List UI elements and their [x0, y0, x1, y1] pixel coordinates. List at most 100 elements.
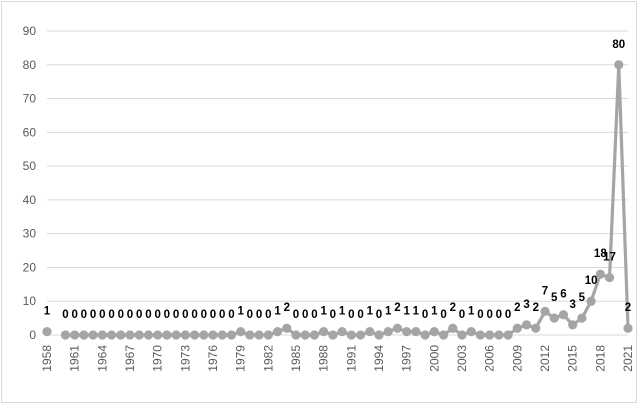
data-label: 0: [376, 309, 382, 321]
data-label: 1: [413, 306, 420, 318]
data-label: 10: [585, 275, 598, 287]
data-point: [300, 330, 310, 340]
data-label: 0: [459, 309, 465, 321]
data-point: [189, 330, 200, 340]
data-label: 0: [496, 309, 502, 321]
series-points: [42, 60, 633, 340]
data-label: 2: [450, 302, 456, 314]
data-label: 2: [625, 302, 631, 314]
x-tick-label: 1988: [317, 345, 331, 372]
data-point: [217, 330, 227, 340]
data-label: 1: [339, 306, 346, 318]
data-label: 2: [514, 302, 520, 314]
data-point: [457, 330, 467, 340]
data-label: 0: [302, 309, 308, 321]
x-tick-label: 2003: [455, 345, 469, 372]
data-label: 2: [284, 302, 290, 314]
x-tick-label: 1970: [151, 345, 165, 372]
y-axis-tick-labels: 0 10 20 30 40 50 60 70 80 90: [23, 24, 37, 342]
y-tick-label: 40: [23, 193, 37, 207]
data-point: [309, 330, 320, 340]
data-point: [328, 330, 338, 340]
data-point: [337, 327, 347, 337]
data-point: [245, 330, 255, 340]
x-tick-label: 1961: [68, 345, 82, 372]
data-point: [254, 330, 264, 340]
data-point: [549, 313, 559, 323]
data-label: 3: [523, 299, 529, 311]
data-label: 0: [477, 309, 483, 321]
x-tick-label: 2000: [427, 345, 441, 372]
data-label: 1: [403, 306, 410, 318]
x-tick-label: 1991: [344, 345, 358, 372]
data-label: 0: [191, 309, 197, 321]
data-point: [162, 330, 172, 340]
data-label: 0: [256, 309, 262, 321]
data-point: [438, 330, 449, 340]
data-point: [448, 323, 458, 333]
data-label: 1: [320, 306, 327, 318]
data-label: 0: [154, 309, 160, 321]
data-label: 0: [440, 309, 446, 321]
data-label: 0: [348, 309, 354, 321]
x-tick-label: 2012: [538, 345, 552, 372]
x-tick-label: 1976: [206, 345, 220, 372]
data-point: [402, 327, 412, 337]
data-label: 2: [533, 302, 539, 314]
data-point: [70, 330, 80, 340]
y-tick-label: 0: [29, 328, 36, 342]
data-point: [355, 330, 366, 340]
data-point: [577, 313, 587, 323]
data-label: 0: [81, 309, 87, 321]
data-point: [586, 296, 596, 306]
data-point: [512, 323, 522, 333]
data-label: 0: [99, 309, 105, 321]
x-tick-label: 1973: [178, 345, 192, 372]
data-labels: 1 0 0 0 0 0 0 0 0 0 0 0 0 0 0 0 0 0 0 0 1 0 0 0 1 20 0 0 1 0 1 0 0 1 0 1 2 1 1…: [44, 39, 631, 321]
y-tick-label: 70: [23, 92, 37, 106]
data-label: 5: [579, 292, 586, 304]
data-point: [623, 323, 633, 333]
data-label: 0: [71, 309, 77, 321]
data-point: [383, 327, 393, 337]
x-tick-label: 1994: [372, 345, 386, 372]
data-point: [263, 330, 273, 340]
data-point: [180, 330, 190, 340]
data-point: [494, 330, 504, 340]
data-point: [116, 330, 126, 340]
y-tick-label: 50: [23, 159, 37, 173]
x-tick-label: 2018: [593, 345, 607, 372]
data-point: [485, 330, 495, 340]
data-label: 0: [127, 309, 133, 321]
data-label: 7: [542, 285, 548, 297]
data-label: 0: [357, 309, 363, 321]
x-tick-label: 1985: [289, 345, 303, 372]
x-tick-label: 1958: [40, 345, 54, 372]
data-point: [208, 330, 218, 340]
data-label: 0: [422, 309, 428, 321]
data-point: [199, 330, 209, 340]
data-point: [475, 330, 486, 340]
data-point: [531, 323, 541, 333]
gridlines: [47, 30, 628, 336]
data-point: [374, 330, 384, 340]
data-point: [595, 269, 605, 279]
data-label: 1: [468, 306, 475, 318]
data-label: 0: [265, 309, 271, 321]
data-point: [540, 306, 550, 316]
data-point: [60, 330, 71, 340]
data-label: 0: [293, 309, 299, 321]
data-point: [466, 327, 476, 337]
data-point: [291, 330, 301, 340]
data-point: [346, 330, 356, 340]
data-point: [319, 327, 329, 337]
x-tick-label: 1982: [261, 345, 275, 372]
x-tick-label: 1967: [123, 345, 137, 372]
data-label: 0: [486, 309, 492, 321]
x-tick-label: 2021: [621, 345, 635, 372]
y-tick-label: 90: [23, 24, 37, 38]
data-label: 6: [560, 289, 566, 301]
data-label: 5: [551, 292, 558, 304]
data-label: 0: [247, 309, 253, 321]
